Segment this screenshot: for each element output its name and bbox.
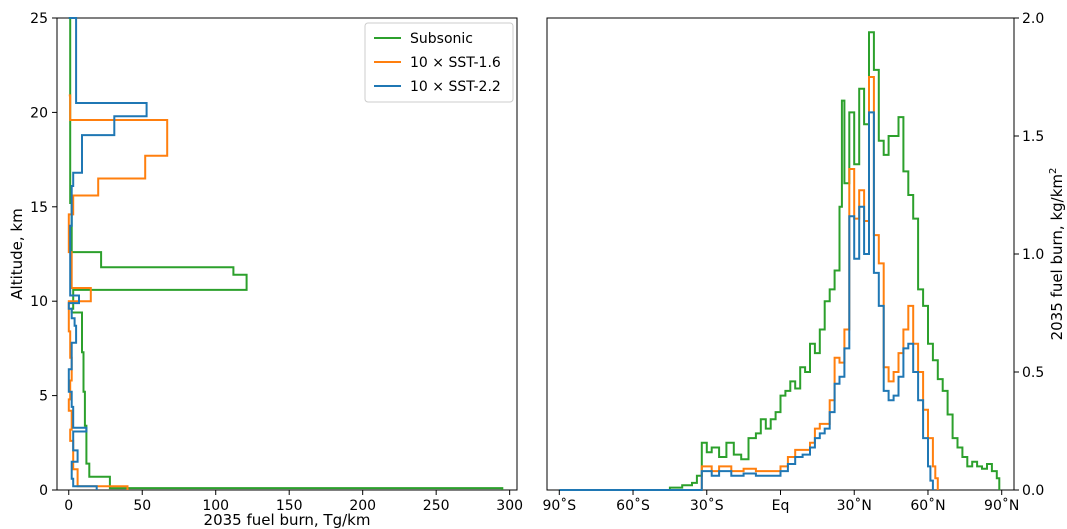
right-y-tick-label: 0.5 [1022, 365, 1044, 381]
left-panel: 0 50 100 150 200 250 300 0 5 10 15 20 25 2035 fuel … [8, 11, 523, 529]
left-series-10-sst-1-6 [67, 94, 169, 490]
right-x-tick-label: 60˚S [616, 497, 650, 514]
left-y-tick-label: 20 [30, 105, 48, 121]
legend-box [364, 22, 514, 103]
right-x-tick-label: 30˚N [837, 497, 872, 514]
legend: Subsonic 10 × SST-1.6 10 × SST-2.2 [364, 22, 514, 103]
right-y-axis-label-main: 2035 fuel burn, kg/km [1048, 174, 1066, 340]
right-plot-frame [546, 17, 1015, 491]
left-x-tick-label: 50 [133, 498, 151, 514]
right-series-group [559, 31, 1001, 491]
left-y-tick-label: 25 [30, 11, 48, 27]
left-y-tick-label: 0 [39, 483, 48, 499]
right-y-axis-label: 2035 fuel burn, kg/km2 [1048, 168, 1066, 341]
right-series-subsonic [559, 31, 1001, 491]
legend-label-sst-1-6: 10 × SST-1.6 [410, 55, 501, 71]
left-x-ticks: 0 50 100 150 200 250 300 [64, 490, 523, 514]
right-x-ticks: 90˚S 60˚S 30˚S Eq 30˚N 60˚N 90˚N [542, 490, 1019, 514]
right-y-axis-label-sup: 2 [1048, 168, 1059, 174]
right-series-10-sst-1-6 [559, 76, 939, 491]
left-y-tick-label: 10 [30, 294, 48, 310]
right-panel: 90˚S 60˚S 30˚S Eq 30˚N 60˚N 90˚N 0.0 0.5 1.0 1.5 2… [542, 11, 1066, 514]
left-x-axis-label: 2035 fuel burn, Tg/km [204, 511, 371, 529]
left-x-tick-label: 100 [202, 498, 229, 514]
left-y-ticks: 0 5 10 15 20 25 [30, 11, 57, 499]
left-x-tick-label: 150 [276, 498, 303, 514]
right-x-tick-label: 90˚S [542, 497, 576, 514]
left-x-tick-label: 200 [349, 498, 376, 514]
right-y-tick-label: 1.5 [1022, 129, 1044, 145]
right-y-tick-label: 1.0 [1022, 247, 1044, 263]
left-y-tick-label: 15 [30, 200, 48, 216]
right-x-tick-label: 30˚S [690, 497, 724, 514]
right-y-ticks: 0.0 0.5 1.0 1.5 2.0 [1014, 11, 1044, 499]
left-plot-frame [56, 17, 518, 491]
right-series-10-sst-2-2 [559, 111, 934, 491]
right-x-tick-label: 90˚N [984, 497, 1019, 514]
left-y-tick-label: 5 [39, 389, 48, 405]
left-series-group [67, 17, 504, 490]
left-series-10-sst-2-2 [67, 17, 148, 490]
legend-label-subsonic: Subsonic [410, 31, 473, 47]
left-x-tick-label: 250 [423, 498, 450, 514]
right-x-tick-label: Eq [772, 498, 790, 514]
right-y-tick-label: 0.0 [1022, 483, 1044, 499]
left-x-tick-label: 300 [496, 498, 523, 514]
legend-label-sst-2-2: 10 × SST-2.2 [410, 79, 501, 95]
left-x-tick-label: 0 [64, 498, 73, 514]
right-y-tick-label: 2.0 [1022, 11, 1044, 27]
left-y-axis-label: Altitude, km [8, 208, 26, 299]
right-x-tick-label: 60˚N [910, 497, 945, 514]
